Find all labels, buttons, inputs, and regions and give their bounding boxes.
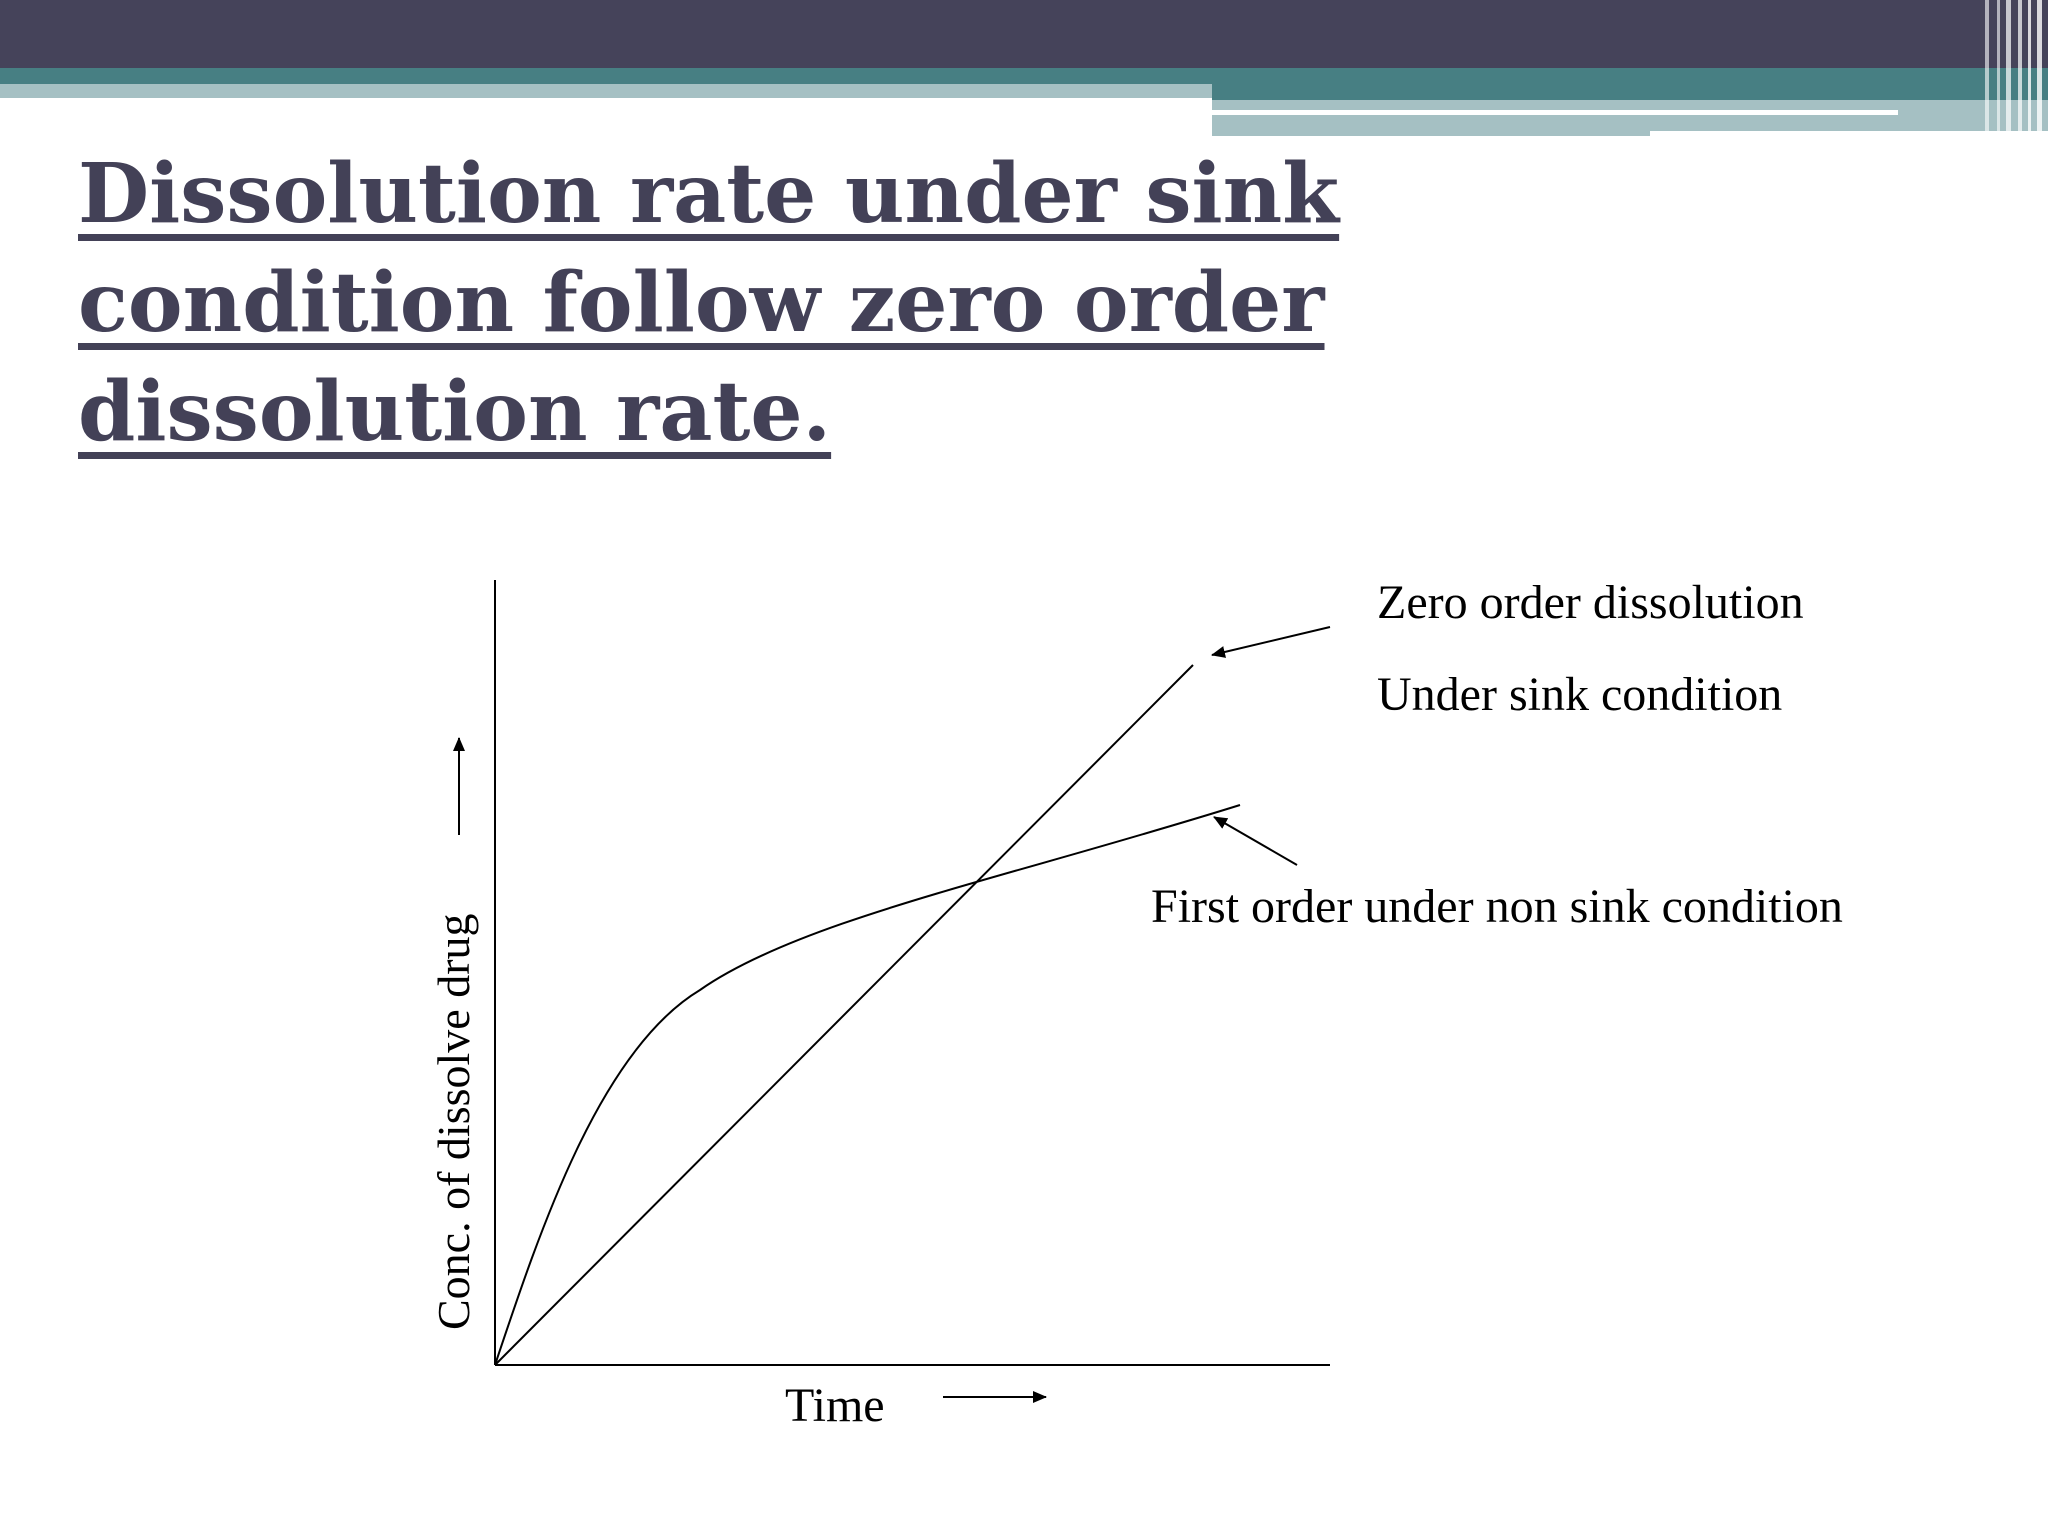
zero-order-label-line-2: Under sink condition [1377,668,1782,721]
banner-vertical-lines [1985,0,2042,136]
first-order-pointer-arrow [1213,816,1298,866]
banner-teal-band-right [1212,84,2048,100]
banner-white-notch [1650,131,2048,136]
banner-white-stripe [1212,110,1898,115]
banner-teal-band [0,68,2048,84]
zero-order-line [494,664,1194,1366]
slide-title: Dissolution rate under sink condition fo… [78,140,1340,467]
slide-title-line-1: Dissolution rate under sink [78,146,1340,242]
first-order-curve [494,804,1241,1366]
banner-dark-band [0,0,2048,68]
header-banner [0,0,2048,136]
zero-order-label-line-1: Zero order dissolution [1377,576,1804,629]
zero-order-pointer-arrow [1211,626,1331,658]
banner-light-band-right [1212,100,2048,136]
x-axis-label: Time [785,1379,885,1432]
slide-title-line-2: condition follow zero order [78,255,1325,351]
slide-title-line-3: dissolution rate. [78,364,832,460]
banner-light-band-left [0,84,1212,98]
y-axis-label: Conc. of dissolve drug [428,913,479,1330]
first-order-label: First order under non sink condition [1151,880,1843,933]
